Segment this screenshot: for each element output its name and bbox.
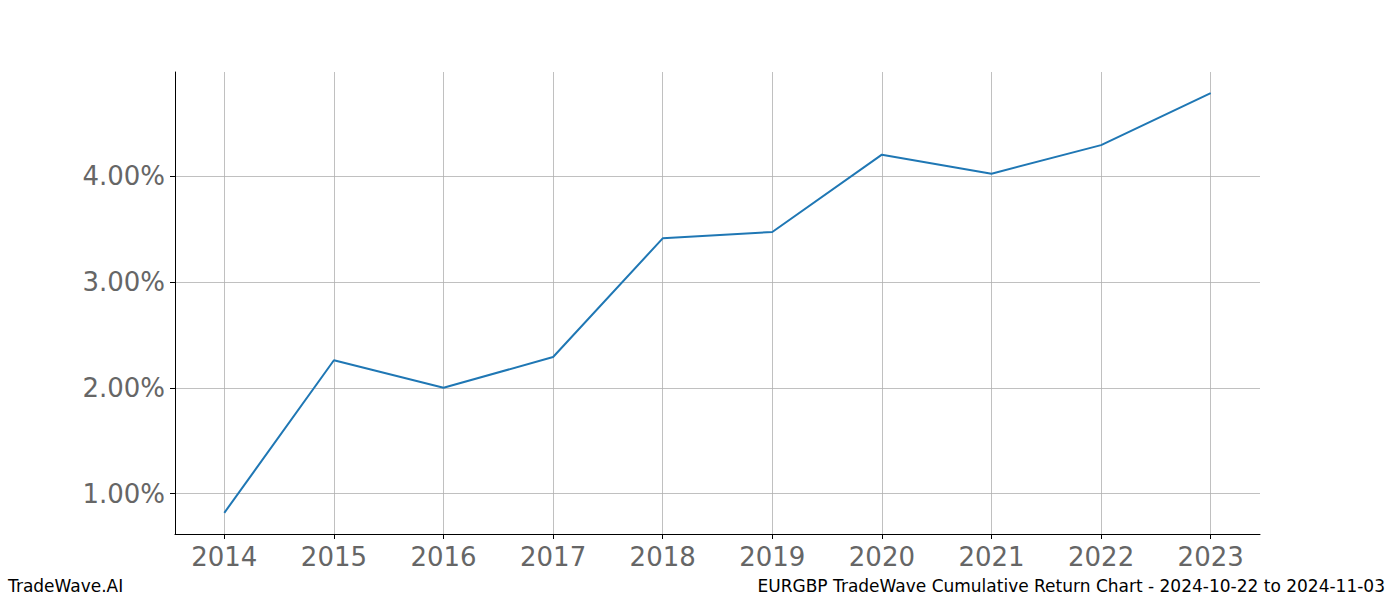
svg-text:3.00%: 3.00% bbox=[82, 267, 165, 297]
svg-text:2022: 2022 bbox=[1068, 542, 1134, 572]
svg-text:2017: 2017 bbox=[520, 542, 586, 572]
svg-text:2018: 2018 bbox=[630, 542, 696, 572]
svg-text:2023: 2023 bbox=[1178, 542, 1244, 572]
svg-text:2.00%: 2.00% bbox=[82, 373, 165, 403]
svg-text:2016: 2016 bbox=[410, 542, 476, 572]
svg-text:2019: 2019 bbox=[739, 542, 805, 572]
svg-text:1.00%: 1.00% bbox=[82, 479, 165, 509]
svg-text:TradeWave.AI: TradeWave.AI bbox=[7, 576, 123, 596]
svg-text:4.00%: 4.00% bbox=[82, 161, 165, 191]
svg-text:2014: 2014 bbox=[191, 542, 257, 572]
svg-text:2020: 2020 bbox=[849, 542, 915, 572]
svg-text:2021: 2021 bbox=[958, 542, 1024, 572]
svg-text:EURGBP TradeWave Cumulative Re: EURGBP TradeWave Cumulative Return Chart… bbox=[758, 576, 1385, 596]
svg-text:2015: 2015 bbox=[301, 542, 367, 572]
